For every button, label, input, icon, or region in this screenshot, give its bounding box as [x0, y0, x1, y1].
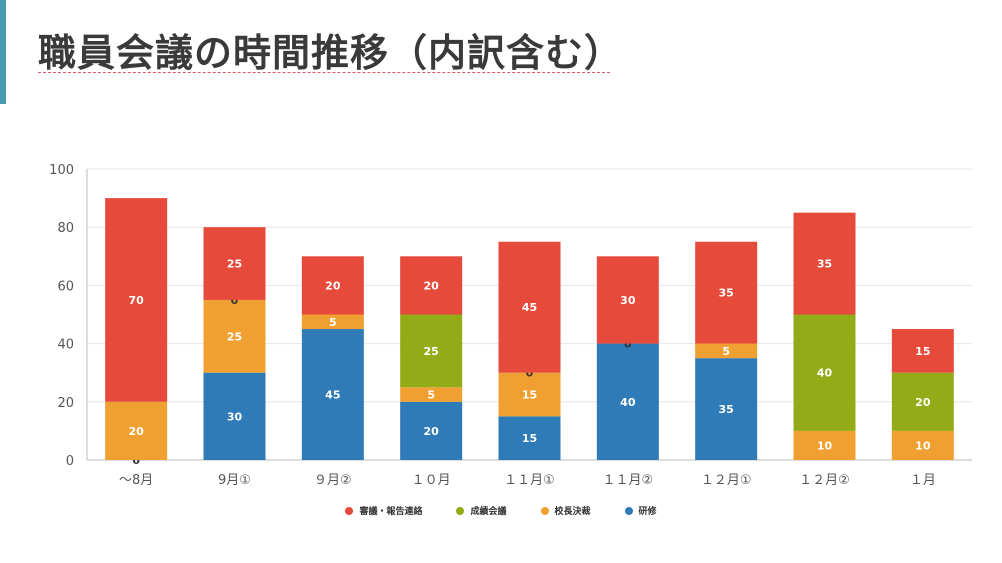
data-label: 35 — [719, 403, 734, 416]
data-label: 45 — [522, 301, 537, 314]
data-label: 0 — [526, 367, 534, 380]
data-label: 20 — [424, 425, 440, 438]
bar-segment — [301, 314, 364, 330]
x-tick-label: １２月① — [701, 473, 752, 488]
data-label: 0 — [231, 294, 239, 307]
bar-segment — [105, 198, 168, 402]
data-label: 5 — [329, 316, 337, 329]
bar-segment — [400, 314, 463, 388]
x-tick-label: 9月① — [218, 473, 251, 488]
data-label: 5 — [722, 345, 730, 358]
data-label: 5 — [427, 389, 435, 402]
data-label: 20 — [129, 425, 145, 438]
data-label: 15 — [915, 345, 930, 358]
data-label: 40 — [620, 396, 636, 409]
legend-item: 校長決裁 — [540, 504, 591, 517]
y-tick-label: 60 — [57, 279, 74, 294]
data-label: 30 — [227, 410, 243, 423]
chart-legend: 審議・報告連絡 成績会議 校長決裁 研修 — [0, 504, 1002, 517]
legend-label: 成績会議 — [470, 507, 507, 517]
legend-item: 成績会議 — [456, 504, 507, 517]
accent-bar — [0, 0, 6, 104]
bar-segment — [695, 358, 758, 460]
legend-marker — [624, 506, 633, 515]
stacked-bar-chart: 02040608010002070〜8月30250259月①45520９月②20… — [49, 163, 972, 488]
y-tick-label: 0 — [66, 454, 74, 469]
data-label: 20 — [915, 396, 931, 409]
bar-segment — [301, 256, 364, 315]
bar-segment — [400, 387, 463, 402]
x-tick-label: ９月② — [314, 473, 352, 488]
bar-segment — [400, 256, 463, 315]
x-tick-label: １１月① — [504, 473, 555, 488]
bar-segment — [793, 314, 856, 431]
data-label: 35 — [817, 258, 832, 271]
y-tick-label: 40 — [57, 338, 74, 353]
bar-segment — [203, 227, 266, 300]
data-label: 0 — [624, 338, 632, 351]
x-tick-label: １２月② — [799, 473, 850, 488]
y-tick-label: 100 — [49, 163, 74, 178]
legend-label: 研修 — [638, 507, 657, 517]
bar-segment — [695, 241, 758, 344]
y-tick-label: 80 — [57, 221, 74, 236]
bar-segment — [793, 430, 856, 460]
data-label: 15 — [522, 432, 537, 445]
data-label: 30 — [620, 294, 636, 307]
bar-segment — [203, 299, 266, 373]
bar-segment — [891, 372, 954, 431]
bar-segment — [498, 372, 561, 417]
bar-segment — [400, 401, 463, 460]
data-label: 15 — [522, 389, 537, 402]
data-label: 40 — [817, 367, 833, 380]
y-tick-label: 20 — [57, 396, 74, 411]
title-underline — [38, 72, 610, 73]
x-tick-label: １月 — [910, 473, 936, 488]
page-title: 職員会議の時間推移（内訳含む） — [38, 31, 624, 75]
bar-segment — [695, 343, 758, 359]
legend-marker — [345, 506, 354, 515]
data-label: 35 — [719, 287, 734, 300]
legend-marker — [540, 506, 549, 515]
bar-segment — [596, 343, 659, 460]
bar-segment — [891, 329, 954, 373]
bar-segment — [203, 372, 266, 460]
data-label: 45 — [325, 389, 340, 402]
data-label: 25 — [227, 330, 242, 343]
bar-segment — [891, 430, 954, 460]
bar-segment — [105, 401, 168, 460]
bar-segment — [301, 329, 364, 460]
legend-item: 審議・報告連絡 — [345, 504, 422, 517]
x-tick-label: １１月② — [603, 473, 654, 488]
legend-item: 研修 — [624, 504, 657, 517]
bar-segment — [596, 256, 659, 344]
data-label: 10 — [817, 439, 833, 452]
legend-marker — [456, 506, 465, 515]
data-label: 10 — [915, 439, 931, 452]
bar-segment — [793, 212, 856, 315]
bar-segment — [498, 241, 561, 373]
data-label: 20 — [424, 279, 440, 292]
data-label: 70 — [129, 294, 145, 307]
bar-segment — [498, 416, 561, 460]
x-tick-label: １０月 — [412, 473, 451, 488]
data-label: 20 — [325, 279, 341, 292]
data-label: 25 — [227, 258, 242, 271]
data-label: 25 — [424, 345, 439, 358]
legend-label: 審議・報告連絡 — [359, 507, 423, 517]
legend-label: 校長決裁 — [554, 507, 591, 517]
x-tick-label: 〜8月 — [119, 473, 153, 488]
data-label: 0 — [132, 454, 140, 467]
